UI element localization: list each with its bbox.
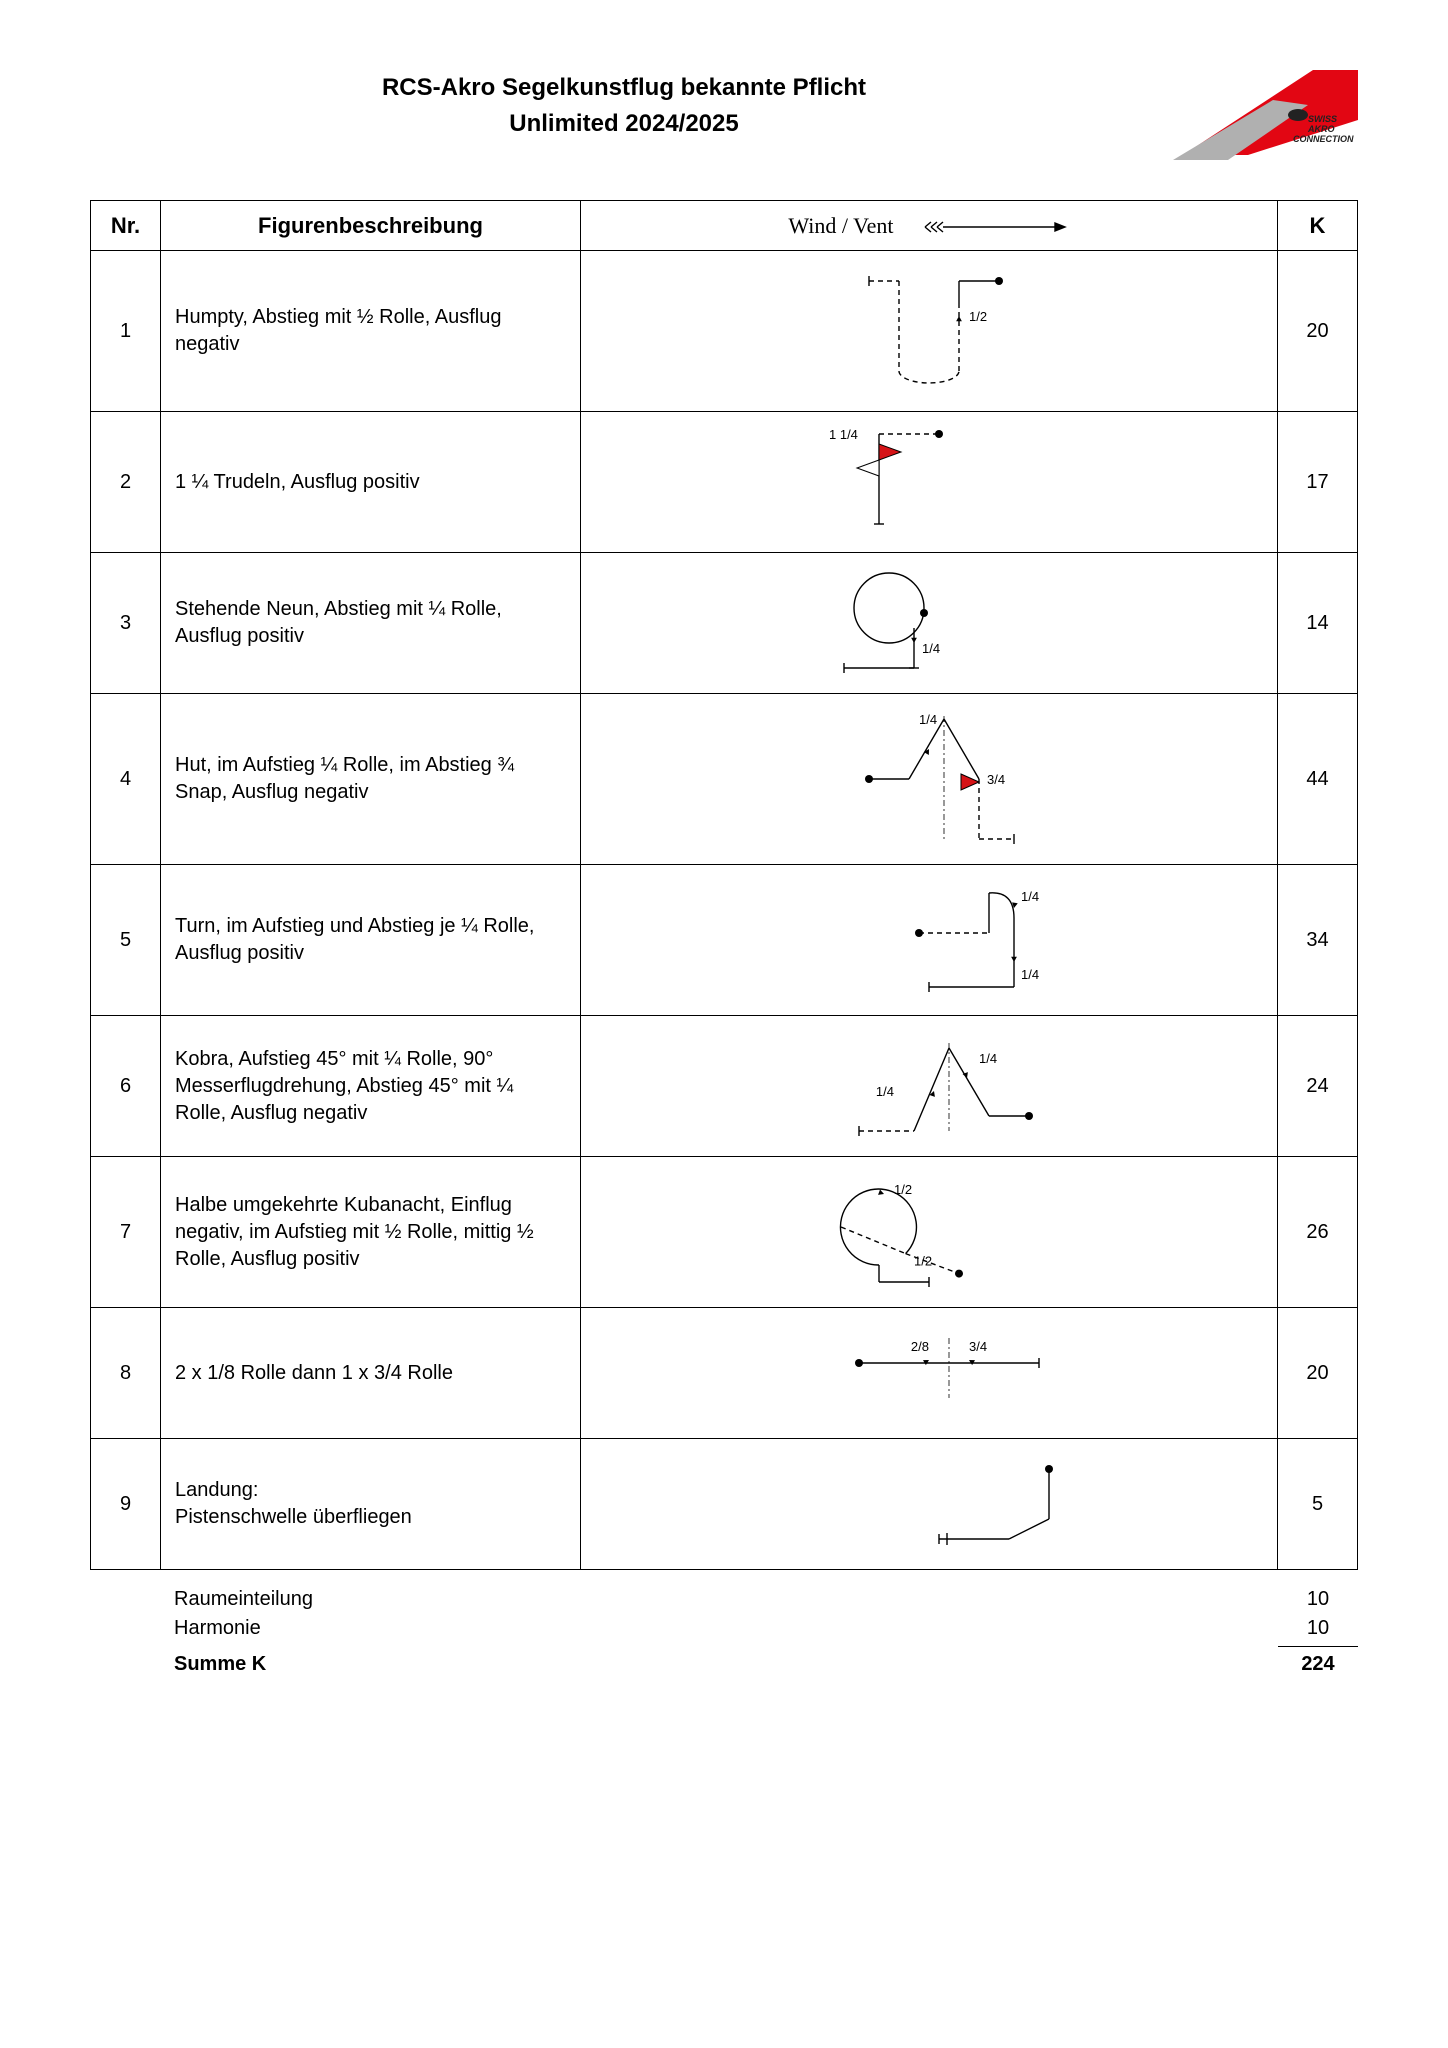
table-row: 21 ¼ Trudeln, Ausflug positiv 1 1/4 17 [91, 412, 1358, 553]
svg-text:CONNECTION: CONNECTION [1293, 134, 1354, 144]
svg-text:1/4: 1/4 [919, 712, 937, 727]
cell-k: 24 [1278, 1016, 1358, 1157]
col-wind: Wind / Vent [581, 201, 1278, 251]
cell-k: 5 [1278, 1439, 1358, 1570]
table-row: 3Stehende Neun, Abstieg mit ¼ Rolle, Aus… [91, 553, 1358, 694]
svg-text:3/4: 3/4 [987, 772, 1005, 787]
col-k: K [1278, 201, 1358, 251]
cell-figure: 1/2 [581, 251, 1278, 412]
table-row: 82 x 1/8 Rolle dann 1 x 3/4 Rolle2/83/42… [91, 1308, 1358, 1439]
title-block: RCS-Akro Segelkunstflug bekannte Pflicht… [90, 60, 1158, 142]
cell-figure: 1/4 1/4 [581, 865, 1278, 1016]
footer-summary: Raumeinteilung 10 Harmonie 10 Summe K 22… [90, 1588, 1358, 1676]
cell-desc: Humpty, Abstieg mit ½ Rolle, Ausflug neg… [161, 251, 581, 412]
cell-k: 34 [1278, 865, 1358, 1016]
wind-label: Wind / Vent [788, 213, 893, 238]
cell-desc: 2 x 1/8 Rolle dann 1 x 3/4 Rolle [161, 1308, 581, 1439]
table-row: 9Landung:Pistenschwelle überfliegen 5 [91, 1439, 1358, 1570]
svg-text:SWISS: SWISS [1308, 114, 1337, 124]
svg-text:1/4: 1/4 [979, 1051, 997, 1066]
cell-desc: Hut, im Aufstieg ¼ Rolle, im Abstieg ¾ S… [161, 694, 581, 865]
svg-text:2/8: 2/8 [911, 1339, 929, 1354]
figures-table: Nr. Figurenbeschreibung Wind / Vent K 1H… [90, 200, 1358, 1570]
col-nr: Nr. [91, 201, 161, 251]
cell-nr: 3 [91, 553, 161, 694]
cell-figure: 1 1/4 [581, 412, 1278, 553]
cell-desc: 1 ¼ Trudeln, Ausflug positiv [161, 412, 581, 553]
cell-desc: Halbe umgekehrte Kubanacht, Einflug nega… [161, 1157, 581, 1308]
cell-desc: Turn, im Aufstieg und Abstieg je ¼ Rolle… [161, 865, 581, 1016]
svg-text:1/2: 1/2 [914, 1254, 932, 1269]
cell-nr: 8 [91, 1308, 161, 1439]
cell-k: 14 [1278, 553, 1358, 694]
page-header: RCS-Akro Segelkunstflug bekannte Pflicht… [90, 60, 1358, 170]
sum-value: 224 [1278, 1653, 1358, 1676]
cell-desc: Landung:Pistenschwelle überfliegen [161, 1439, 581, 1570]
cell-k: 26 [1278, 1157, 1358, 1308]
cell-nr: 1 [91, 251, 161, 412]
svg-text:1 1/4: 1 1/4 [829, 427, 858, 442]
cell-figure: 1/2 1/2 [581, 1157, 1278, 1308]
cell-desc: Kobra, Aufstieg 45° mit ¼ Rolle, 90° Mes… [161, 1016, 581, 1157]
svg-text:3/4: 3/4 [969, 1339, 987, 1354]
svg-text:1/4: 1/4 [1021, 967, 1039, 982]
svg-text:1/4: 1/4 [1021, 889, 1039, 904]
svg-text:AKRO: AKRO [1307, 124, 1335, 134]
table-row: 7Halbe umgekehrte Kubanacht, Einflug neg… [91, 1157, 1358, 1308]
cell-nr: 6 [91, 1016, 161, 1157]
cell-figure [581, 1439, 1278, 1570]
cell-nr: 7 [91, 1157, 161, 1308]
cell-nr: 2 [91, 412, 161, 553]
sum-label: Summe K [160, 1653, 1278, 1676]
title-line-2: Unlimited 2024/2025 [90, 106, 1158, 142]
harm-label: Harmonie [160, 1617, 1278, 1640]
cell-k: 17 [1278, 412, 1358, 553]
wind-arrow-icon [920, 217, 1070, 237]
title-line-1: RCS-Akro Segelkunstflug bekannte Pflicht [90, 70, 1158, 106]
svg-text:1/2: 1/2 [894, 1182, 912, 1197]
cell-figure: 1/4 [581, 553, 1278, 694]
cell-nr: 5 [91, 865, 161, 1016]
cell-figure: 1/4 3/4 [581, 694, 1278, 865]
table-row: 4Hut, im Aufstieg ¼ Rolle, im Abstieg ¾ … [91, 694, 1358, 865]
col-desc: Figurenbeschreibung [161, 201, 581, 251]
cell-figure: 1/4 1/4 [581, 1016, 1278, 1157]
cell-nr: 9 [91, 1439, 161, 1570]
cell-figure: 2/8 3/4 [581, 1308, 1278, 1439]
harm-value: 10 [1278, 1617, 1358, 1640]
table-row: 5Turn, im Aufstieg und Abstieg je ¼ Roll… [91, 865, 1358, 1016]
cell-k: 44 [1278, 694, 1358, 865]
raum-label: Raumeinteilung [160, 1588, 1278, 1611]
cell-nr: 4 [91, 694, 161, 865]
sum-rule [1278, 1646, 1358, 1647]
cell-k: 20 [1278, 1308, 1358, 1439]
raum-value: 10 [1278, 1588, 1358, 1611]
svg-text:1/4: 1/4 [876, 1084, 894, 1099]
swiss-akro-logo: SWISS AKRO CONNECTION [1158, 60, 1358, 170]
cell-k: 20 [1278, 251, 1358, 412]
table-row: 6Kobra, Aufstieg 45° mit ¼ Rolle, 90° Me… [91, 1016, 1358, 1157]
table-header-row: Nr. Figurenbeschreibung Wind / Vent K [91, 201, 1358, 251]
svg-text:1/4: 1/4 [922, 641, 940, 656]
cell-desc: Stehende Neun, Abstieg mit ¼ Rolle, Ausf… [161, 553, 581, 694]
svg-text:1/2: 1/2 [969, 309, 987, 324]
table-row: 1Humpty, Abstieg mit ½ Rolle, Ausflug ne… [91, 251, 1358, 412]
